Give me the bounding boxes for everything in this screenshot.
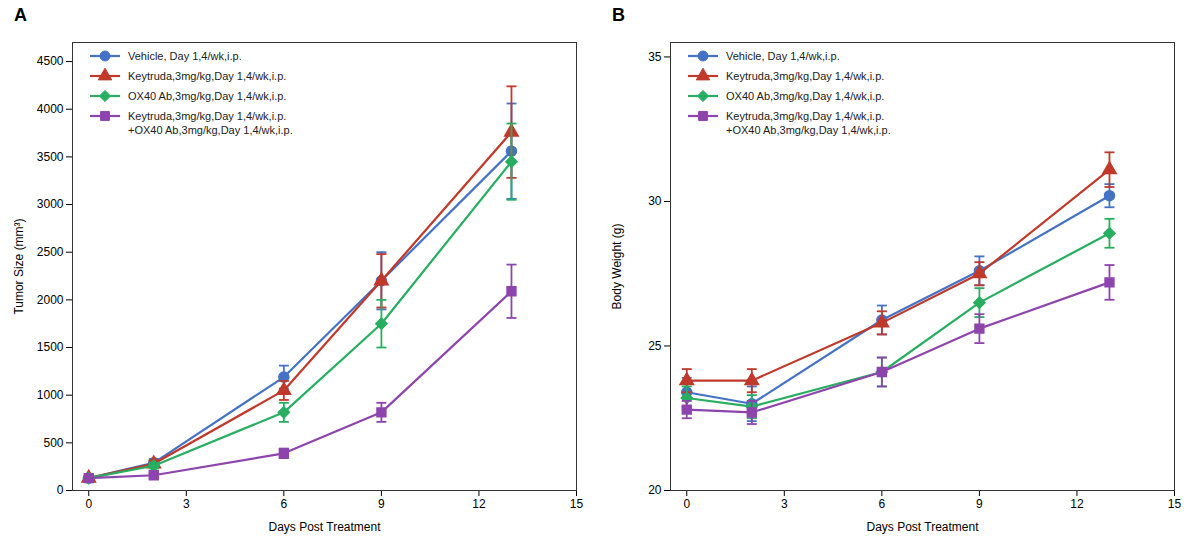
svg-text:3: 3 (781, 497, 788, 511)
svg-text:3000: 3000 (37, 197, 64, 211)
svg-text:2500: 2500 (37, 245, 64, 259)
svg-text:9: 9 (378, 497, 385, 511)
html-text:Keytruda,3mg/kg,Day 1,4/wk,i.p: Keytruda,3mg/kg,Day 1,4/wk,i.p. +OX40 Ab… (128, 110, 293, 136)
svg-text:6: 6 (879, 497, 886, 511)
html-text:Keytruda,3mg/kg,Day 1,4/wk,i.p: Keytruda,3mg/kg,Day 1,4/wk,i.p. (726, 70, 885, 82)
svg-text:9: 9 (976, 497, 983, 511)
svg-text:15: 15 (570, 497, 584, 511)
svg-text:6: 6 (281, 497, 288, 511)
svg-text:Days Post Treatment: Days Post Treatment (866, 520, 979, 534)
svg-text:4000: 4000 (37, 102, 64, 116)
svg-text:30: 30 (648, 194, 662, 208)
svg-text:3500: 3500 (37, 150, 64, 164)
html-text:Keytruda,3mg/kg,Day 1,4/wk,i.p: Keytruda,3mg/kg,Day 1,4/wk,i.p. +OX40 Ab… (726, 110, 891, 136)
svg-text:Body Weight (g): Body Weight (g) (610, 224, 624, 310)
svg-text:0: 0 (85, 497, 92, 511)
html-text:OX40 Ab,3mg/kg,Day 1,4/wk,i.p.: OX40 Ab,3mg/kg,Day 1,4/wk,i.p. (726, 90, 885, 102)
svg-text:Days Post Treatment: Days Post Treatment (268, 520, 381, 534)
svg-text:12: 12 (472, 497, 486, 511)
svg-text:35: 35 (648, 50, 662, 64)
svg-text:1000: 1000 (37, 388, 64, 402)
svg-text:Tumor Size (mm³): Tumor Size (mm³) (12, 218, 26, 314)
svg-text:0: 0 (683, 497, 690, 511)
svg-text:3: 3 (183, 497, 190, 511)
svg-text:4500: 4500 (37, 54, 64, 68)
svg-text:15: 15 (1168, 497, 1182, 511)
html-text:OX40 Ab,3mg/kg,Day 1,4/wk,i.p.: OX40 Ab,3mg/kg,Day 1,4/wk,i.p. (128, 90, 287, 102)
svg-text:20: 20 (648, 483, 662, 497)
svg-text:1500: 1500 (37, 340, 64, 354)
html-text:Vehicle, Day 1,4/wk,i.p.: Vehicle, Day 1,4/wk,i.p. (726, 50, 840, 62)
html-text:Vehicle, Day 1,4/wk,i.p.: Vehicle, Day 1,4/wk,i.p. (128, 50, 242, 62)
svg-text:2000: 2000 (37, 293, 64, 307)
html-text:Keytruda,3mg/kg,Day 1,4/wk,i.p: Keytruda,3mg/kg,Day 1,4/wk,i.p. (128, 70, 287, 82)
html-text:B: B (612, 5, 625, 25)
svg-text:25: 25 (648, 339, 662, 353)
svg-text:0: 0 (57, 483, 64, 497)
svg-text:500: 500 (43, 436, 63, 450)
html-text:A: A (14, 5, 27, 25)
svg-text:12: 12 (1070, 497, 1084, 511)
